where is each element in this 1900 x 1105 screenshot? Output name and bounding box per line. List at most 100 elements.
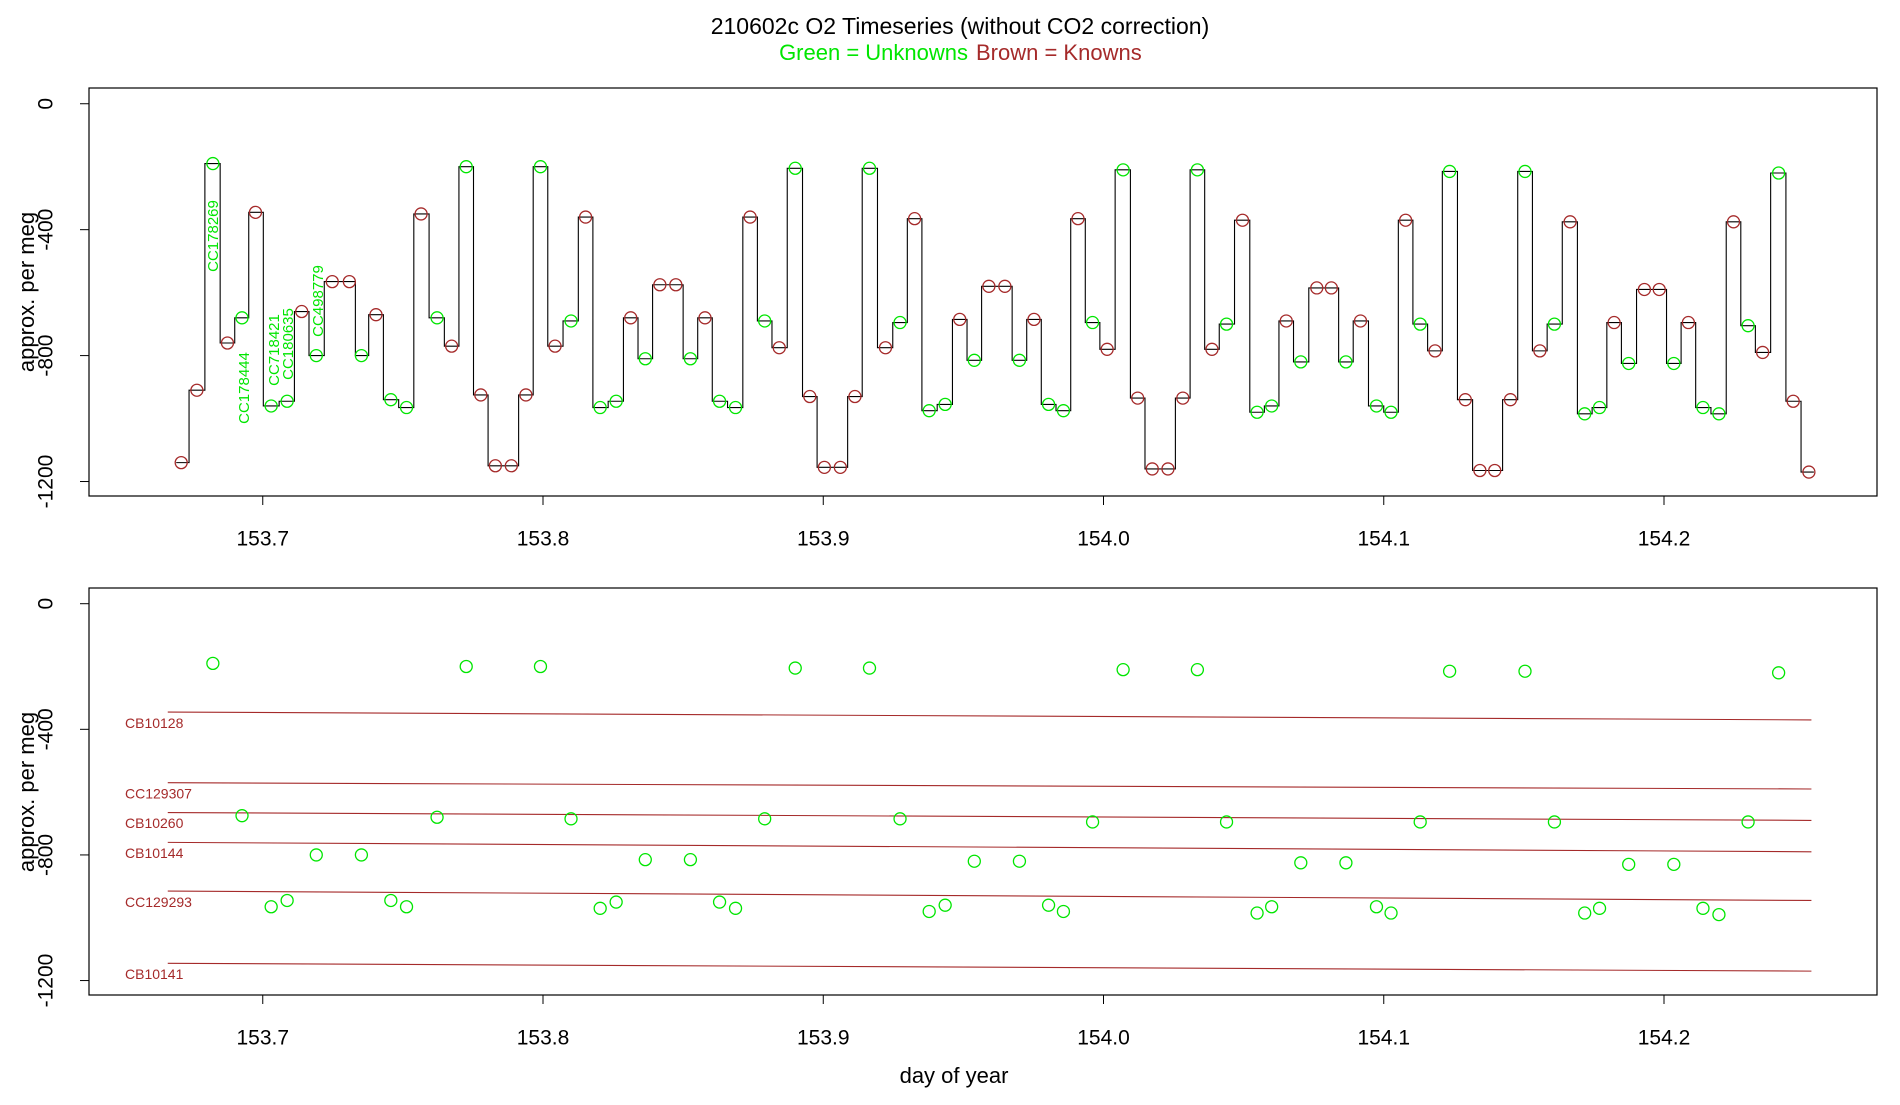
data-point xyxy=(1085,315,1100,330)
data-point xyxy=(1756,345,1770,360)
data-point xyxy=(174,455,188,470)
data-point xyxy=(1250,405,1264,419)
annotation: CC178444 xyxy=(236,352,253,424)
data-point xyxy=(1027,312,1041,327)
data-point xyxy=(1741,815,1755,829)
data-point xyxy=(698,311,712,325)
data-point xyxy=(653,278,667,292)
data-point xyxy=(1413,815,1427,829)
x-tick-label: 154.1 xyxy=(1357,1027,1410,1050)
x-tick-label: 154.0 xyxy=(1077,528,1130,551)
data-point xyxy=(624,311,638,325)
data-point xyxy=(1384,405,1398,419)
reference-line xyxy=(167,841,1812,853)
data-point xyxy=(683,352,698,366)
x-tick-label: 153.7 xyxy=(236,1027,289,1050)
data-point xyxy=(758,812,772,826)
data-point xyxy=(1353,314,1368,328)
data-point xyxy=(938,898,952,912)
data-point xyxy=(280,893,294,908)
data-point xyxy=(967,854,981,868)
data-point xyxy=(1592,400,1607,415)
data-point xyxy=(206,156,220,171)
data-point xyxy=(414,207,428,221)
data-point xyxy=(862,161,877,175)
data-point xyxy=(1473,463,1487,478)
data-point xyxy=(1041,397,1056,412)
data-point xyxy=(1398,213,1413,227)
data-point xyxy=(1667,356,1681,371)
data-point xyxy=(728,901,743,915)
data-point xyxy=(1712,407,1726,421)
data-point xyxy=(833,460,848,475)
data-point xyxy=(1369,399,1384,413)
reference-label: CB10128 xyxy=(125,715,184,731)
y-tick-label: 0 xyxy=(35,98,58,110)
y-axis-label: approx. per meg xyxy=(14,712,39,872)
x-tick-label: 153.7 xyxy=(236,528,289,551)
data-point xyxy=(1012,854,1027,868)
data-point xyxy=(1056,904,1071,919)
data-point xyxy=(1592,901,1607,915)
data-point xyxy=(683,852,698,867)
y-tick-label: -400 xyxy=(35,209,58,251)
data-point xyxy=(788,161,802,175)
data-point xyxy=(206,656,220,671)
annotation: CC178269 xyxy=(205,200,222,272)
x-tick-label: 153.8 xyxy=(517,1027,570,1050)
data-point xyxy=(325,274,339,289)
reference-line xyxy=(167,811,1812,821)
plot-frame xyxy=(88,587,1878,996)
data-point xyxy=(1384,906,1398,920)
data-point xyxy=(712,895,727,909)
data-point xyxy=(399,400,414,415)
data-point xyxy=(1637,282,1652,297)
data-point xyxy=(309,348,323,363)
data-point xyxy=(1771,666,1786,680)
data-point xyxy=(384,893,398,908)
data-point xyxy=(922,404,936,418)
y-tick-label: -800 xyxy=(35,335,58,377)
x-axis-label: day of year xyxy=(900,1063,1009,1088)
data-point xyxy=(1741,319,1755,333)
data-point xyxy=(609,895,623,909)
data-point xyxy=(1265,900,1279,914)
annotation: CC718421 xyxy=(266,314,283,386)
data-point xyxy=(1131,391,1145,405)
data-point xyxy=(1369,900,1384,914)
data-point xyxy=(803,389,817,404)
data-point xyxy=(1802,465,1816,479)
data-point xyxy=(533,659,548,674)
data-point xyxy=(1442,664,1457,678)
data-point xyxy=(444,339,459,353)
data-point xyxy=(1056,404,1071,418)
data-point xyxy=(1145,462,1159,476)
data-point xyxy=(862,661,877,675)
data-point xyxy=(609,394,623,408)
data-point xyxy=(758,314,772,328)
legend-entry: Brown = Knowns xyxy=(976,40,1142,65)
trace-line xyxy=(176,163,1814,473)
chart-title: 210602c O2 Timeseries (without CO2 corre… xyxy=(711,13,1210,39)
data-point xyxy=(564,812,578,826)
data-point xyxy=(1563,215,1577,229)
y-tick-label: -400 xyxy=(35,708,58,750)
x-tick-label: 154.1 xyxy=(1357,528,1410,551)
reference-label: CB10141 xyxy=(125,966,184,982)
data-point xyxy=(788,661,802,675)
data-point xyxy=(309,848,323,862)
data-point xyxy=(982,279,996,293)
data-point xyxy=(190,383,204,397)
data-point xyxy=(564,314,578,328)
data-point xyxy=(354,848,369,862)
x-tick-label: 153.8 xyxy=(517,528,570,551)
data-point xyxy=(1712,907,1726,922)
plot-frame xyxy=(88,87,1878,497)
reference-label: CB10260 xyxy=(125,815,184,831)
data-point xyxy=(1100,342,1114,356)
data-point xyxy=(1578,906,1592,920)
data-point xyxy=(593,400,607,415)
legend-entry: Green = Unknowns xyxy=(779,40,968,65)
data-point xyxy=(669,278,683,292)
y-tick-label: -1200 xyxy=(35,954,58,1008)
